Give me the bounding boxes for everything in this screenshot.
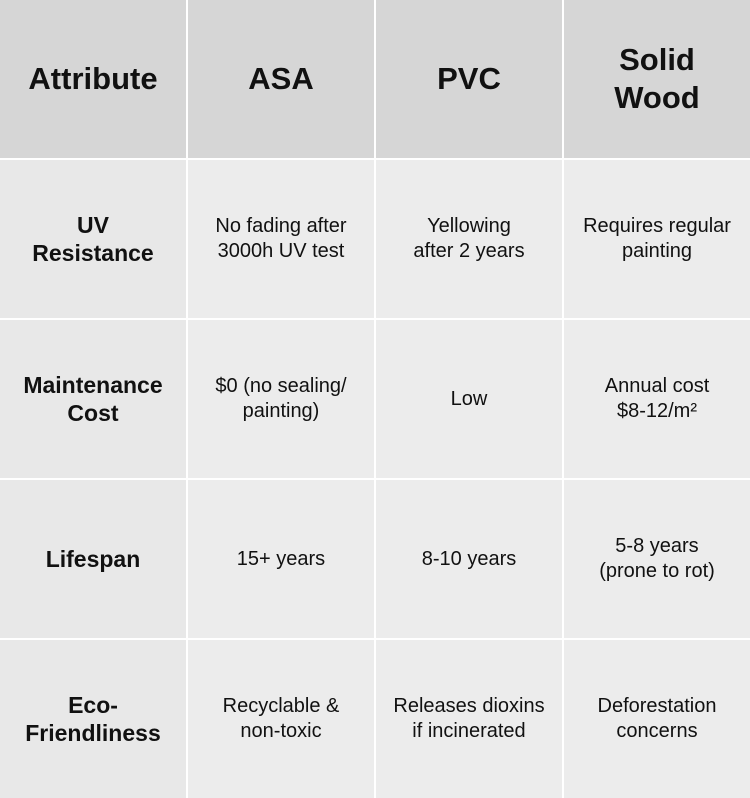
header-label-solid-wood: Solid Wood [614, 42, 700, 115]
table-cell-lifespan-pvc: 8-10 years [376, 480, 562, 638]
row-label-text: UV Resistance [32, 212, 154, 266]
table-cell-maintenance-pvc: Low [376, 320, 562, 478]
cell-text: Recyclable & non-toxic [222, 695, 340, 742]
row-label-text: Maintenance Cost [23, 372, 163, 426]
row-label-uv-resistance: UV Resistance [0, 160, 186, 318]
table-cell-lifespan-wood: 5-8 years (prone to rot) [564, 480, 750, 638]
row-label-text: Lifespan [45, 546, 141, 572]
cell-text: No fading after 3000h UV test [215, 215, 347, 262]
table-cell-uv-pvc: Yellowing after 2 years [376, 160, 562, 318]
header-cell-asa: ASA [188, 0, 374, 158]
header-label-attribute: Attribute [28, 61, 158, 96]
table-cell-eco-wood: Deforestation concerns [564, 640, 750, 798]
cell-text: Annual cost $8-12/m² [604, 375, 710, 422]
row-label-eco-friendliness: Eco- Friendliness [0, 640, 186, 798]
row-label-maintenance-cost: Maintenance Cost [0, 320, 186, 478]
cell-text: Low [450, 387, 488, 410]
header-label-pvc: PVC [437, 61, 501, 96]
header-label-asa: ASA [248, 61, 314, 96]
header-cell-solid-wood: Solid Wood [564, 0, 750, 158]
cell-text: Releases dioxins if incinerated [393, 695, 545, 742]
table-cell-uv-asa: No fading after 3000h UV test [188, 160, 374, 318]
row-label-text: Eco- Friendliness [25, 692, 161, 746]
cell-text: 15+ years [236, 547, 326, 570]
table-cell-eco-pvc: Releases dioxins if incinerated [376, 640, 562, 798]
cell-text: 5-8 years (prone to rot) [599, 535, 715, 582]
cell-text: Requires regular painting [583, 215, 731, 262]
header-cell-pvc: PVC [376, 0, 562, 158]
header-cell-attribute: Attribute [0, 0, 186, 158]
table-cell-lifespan-asa: 15+ years [188, 480, 374, 638]
cell-text: Deforestation concerns [597, 695, 717, 742]
cell-text: 8-10 years [421, 547, 517, 570]
table-cell-eco-asa: Recyclable & non-toxic [188, 640, 374, 798]
cell-text: $0 (no sealing/ painting) [215, 375, 347, 422]
cell-text: Yellowing after 2 years [413, 215, 525, 262]
table-cell-maintenance-wood: Annual cost $8-12/m² [564, 320, 750, 478]
table-cell-uv-wood: Requires regular painting [564, 160, 750, 318]
row-label-lifespan: Lifespan [0, 480, 186, 638]
table-cell-maintenance-asa: $0 (no sealing/ painting) [188, 320, 374, 478]
